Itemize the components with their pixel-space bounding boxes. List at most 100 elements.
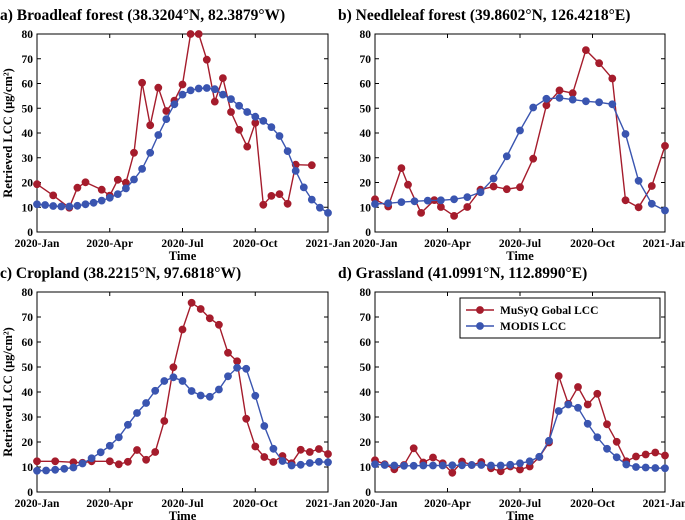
grassland-modis-point (448, 461, 457, 470)
grassland-modis-point (632, 463, 640, 471)
grassland-xtick-label: 2020-Jul (499, 498, 541, 510)
grassland-modis-point (622, 460, 631, 469)
grassland-modis-point (496, 461, 505, 470)
grassland-xtick-label: 2020-Apr (424, 498, 471, 510)
grassland-ytick-label: 10 (360, 462, 372, 474)
broadleaf-modis-point (251, 112, 260, 121)
grassland-modis-point (467, 461, 476, 469)
broadleaf-musyq-point (146, 121, 155, 130)
broadleaf-modis-point (243, 108, 252, 116)
needleleaf-xtick-label: 2020-Jul (499, 238, 541, 250)
cropland-musyq-point (242, 414, 251, 423)
cropland-musyq-point (315, 445, 323, 453)
grassland-modis-line (374, 403, 666, 469)
grassland-modis-point (535, 452, 544, 461)
grassland-musyq-point (554, 372, 563, 380)
cropland-xtick-label: 2020-Jul (161, 498, 203, 510)
needleleaf-musyq-point (582, 46, 590, 54)
grassland-modis-point (477, 461, 486, 469)
needleleaf-musyq-point (568, 89, 577, 98)
grassland-modis-point (409, 461, 418, 470)
broadleaf-title: a) Broadleaf forest (38.3204°N, 82.3879°… (0, 7, 285, 24)
needleleaf-modis-point (595, 98, 603, 107)
broadleaf-modis-point (186, 86, 195, 95)
cropland-xtick-label: 2020-Jan (15, 498, 60, 510)
needleleaf-musyq-point (516, 183, 524, 192)
grassland-ytick-label: 30 (360, 412, 372, 424)
needleleaf-modis-point (529, 103, 538, 112)
broadleaf-modis-point (299, 183, 308, 192)
broadleaf-modis-point (275, 132, 284, 140)
needleleaf-musyq-point (542, 101, 551, 110)
needleleaf-panel: b) Needleleaf forest (39.8602°N, 126.421… (338, 7, 685, 263)
cropland-musyq-point (33, 457, 41, 466)
cropland-musyq-point (296, 445, 305, 454)
broadleaf-ytick-label: 80 (22, 29, 34, 41)
legend-box (459, 297, 661, 339)
broadleaf-ytick-label: 60 (22, 79, 34, 91)
cropland-ytick-label: 50 (22, 362, 34, 374)
cropland-modis-point (196, 391, 205, 400)
needleleaf-musyq-point (404, 180, 412, 189)
broadleaf-musyq-point (210, 97, 219, 106)
cropland-modis-point (142, 399, 151, 407)
broadleaf-modis-point (138, 165, 147, 173)
broadleaf-musyq-point (243, 142, 252, 151)
cropland-musyq-point (133, 446, 141, 454)
cropland-panel: c) Cropland (38.2215°N, 97.6818°W) 0 10 20 3… (0, 265, 351, 520)
needleleaf-modis-point (542, 94, 551, 103)
broadleaf-ytick-label: 50 (22, 103, 34, 115)
cropland-modis-point (324, 458, 332, 467)
needleleaf-musyq-point (437, 203, 445, 211)
grassland-musyq-point (651, 448, 660, 457)
broadleaf-modis-point (154, 131, 163, 139)
broadleaf-modis-point (316, 203, 324, 212)
needleleaf-musyq-point (621, 196, 630, 205)
needleleaf-musyq-point (489, 182, 498, 191)
cropland-modis-point (124, 420, 132, 429)
needleleaf-ytick-label: 70 (360, 54, 372, 66)
grassland-ytick-label: 40 (360, 387, 372, 399)
broadleaf-musyq-point (259, 200, 268, 209)
broadleaf-modis-point (33, 200, 41, 209)
broadleaf-musyq-point (283, 199, 292, 208)
legend: MuSyQ Gobal LCC MODIS LCC (459, 297, 661, 339)
cropland-musyq-point (205, 314, 214, 323)
legend-modis-label: MODIS LCC (500, 321, 566, 333)
grassland-modis-point (574, 403, 582, 412)
broadleaf-musyq-point (33, 180, 41, 189)
broadleaf-ytick-label: 40 (22, 128, 34, 140)
needleleaf-modis-point (423, 196, 432, 205)
broadleaf-musyq-point (307, 161, 316, 170)
grassland-xtick-label: 2020-Oct (570, 498, 615, 510)
broadleaf-modis-point (178, 90, 187, 99)
needleleaf-musyq-point (595, 59, 603, 68)
broadleaf-ytick-label: 30 (22, 153, 34, 165)
broadleaf-xtick-label: 2020-Jul (161, 238, 203, 250)
cropland-modis-point (215, 385, 223, 394)
cropland-modis-point (205, 392, 214, 401)
broadleaf-musyq-point (186, 30, 195, 38)
cropland-musyq-point (233, 357, 242, 366)
cropland-ytick-label: 10 (22, 462, 34, 474)
needleleaf-musyq-point (397, 164, 406, 173)
cropland-musyq-point (169, 363, 178, 372)
broadleaf-musyq-point (113, 175, 122, 184)
grassland-panel: d) Grassland (41.0991°N, 112.8990°E) 0 10 2… (338, 265, 685, 520)
cropland-modis-point (78, 459, 87, 468)
cropland-musyq-point (224, 348, 232, 357)
grassland-modis-point (506, 460, 515, 469)
broadleaf-xtick-label: 2020-Oct (233, 238, 278, 250)
needleleaf-modis-point (516, 126, 524, 135)
legend-musyq-label: MuSyQ Gobal LCC (500, 305, 598, 317)
cropland-modis-point (305, 459, 314, 467)
needleleaf-modis-point (450, 195, 459, 204)
cropland-modis-point (287, 461, 296, 470)
grassland-modis-point (661, 464, 669, 473)
needleleaf-xlabel: Time (506, 249, 534, 263)
cropland-musyq-point (142, 455, 151, 464)
broadleaf-modis-point (307, 195, 316, 204)
cropland-musyq-point (187, 298, 196, 307)
needleleaf-musyq-point (417, 209, 426, 217)
